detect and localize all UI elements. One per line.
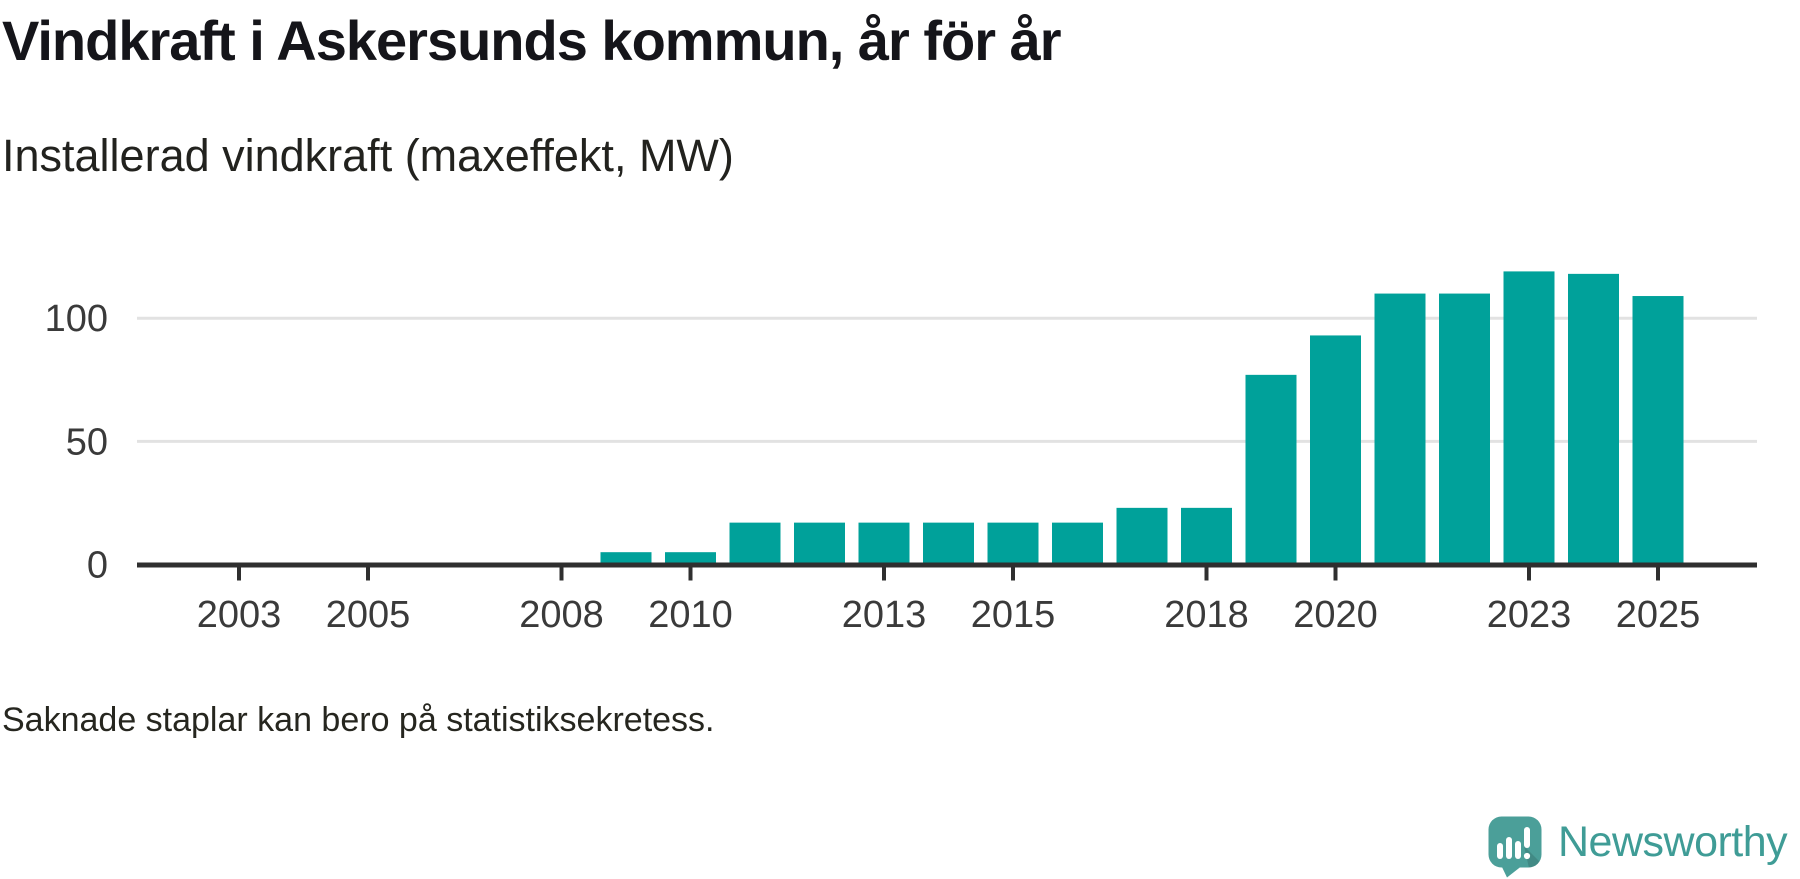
y-tick-label-100: 100 [45,298,108,340]
bar-2009 [600,552,652,566]
x-tick-label-2025: 2025 [1616,594,1701,636]
bar-2014 [923,522,974,566]
bar-2020 [1310,335,1361,566]
bar-2012 [794,522,845,566]
x-tick-label-2008: 2008 [519,594,604,636]
bar-2019 [1245,374,1297,566]
x-tick-label-2015: 2015 [971,594,1056,636]
bar-2021 [1374,293,1426,566]
logo-exclamation-bar [1524,827,1530,848]
bar-2011 [729,522,781,566]
bar-2015 [987,522,1039,566]
bar-2022 [1439,293,1490,566]
x-tick-label-2010: 2010 [648,594,733,636]
bar-2025 [1632,296,1684,566]
logo-chart-bar-1 [1497,843,1503,859]
brand-name: Newsworthy [1558,817,1788,866]
bar-2017 [1116,507,1168,566]
logo-long-shadow [1524,846,1541,868]
bar-2023 [1503,271,1555,566]
bar-2016 [1052,522,1103,566]
chart-subtitle: Installerad vindkraft (maxeffekt, MW) [2,130,734,181]
footnote: Saknade staplar kan bero på statistiksek… [2,701,715,739]
bar-2013 [858,522,910,566]
bar-2018 [1181,507,1232,566]
logo-exclamation-dot [1523,852,1531,860]
brand-lockup: Newsworthy [1488,816,1788,878]
y-tick-label-50: 50 [66,421,108,463]
x-tick-label-2023: 2023 [1487,594,1572,636]
logo-bubble-tail [1501,865,1523,878]
x-tick-label-2003: 2003 [197,594,282,636]
newsworthy-logo-icon [1488,816,1542,878]
chart-title: Vindkraft i Askersunds kommun, år för år [2,9,1062,72]
x-tick-label-2013: 2013 [842,594,927,636]
x-tick-label-2005: 2005 [326,594,411,636]
logo-chart-bar-3 [1515,841,1521,859]
logo-chart-bar-2 [1506,837,1512,859]
bar-2010 [665,552,716,566]
x-tick-label-2018: 2018 [1164,594,1249,636]
y-tick-label-0: 0 [87,545,108,587]
bar-2024 [1568,273,1619,566]
x-tick-label-2020: 2020 [1293,594,1378,636]
